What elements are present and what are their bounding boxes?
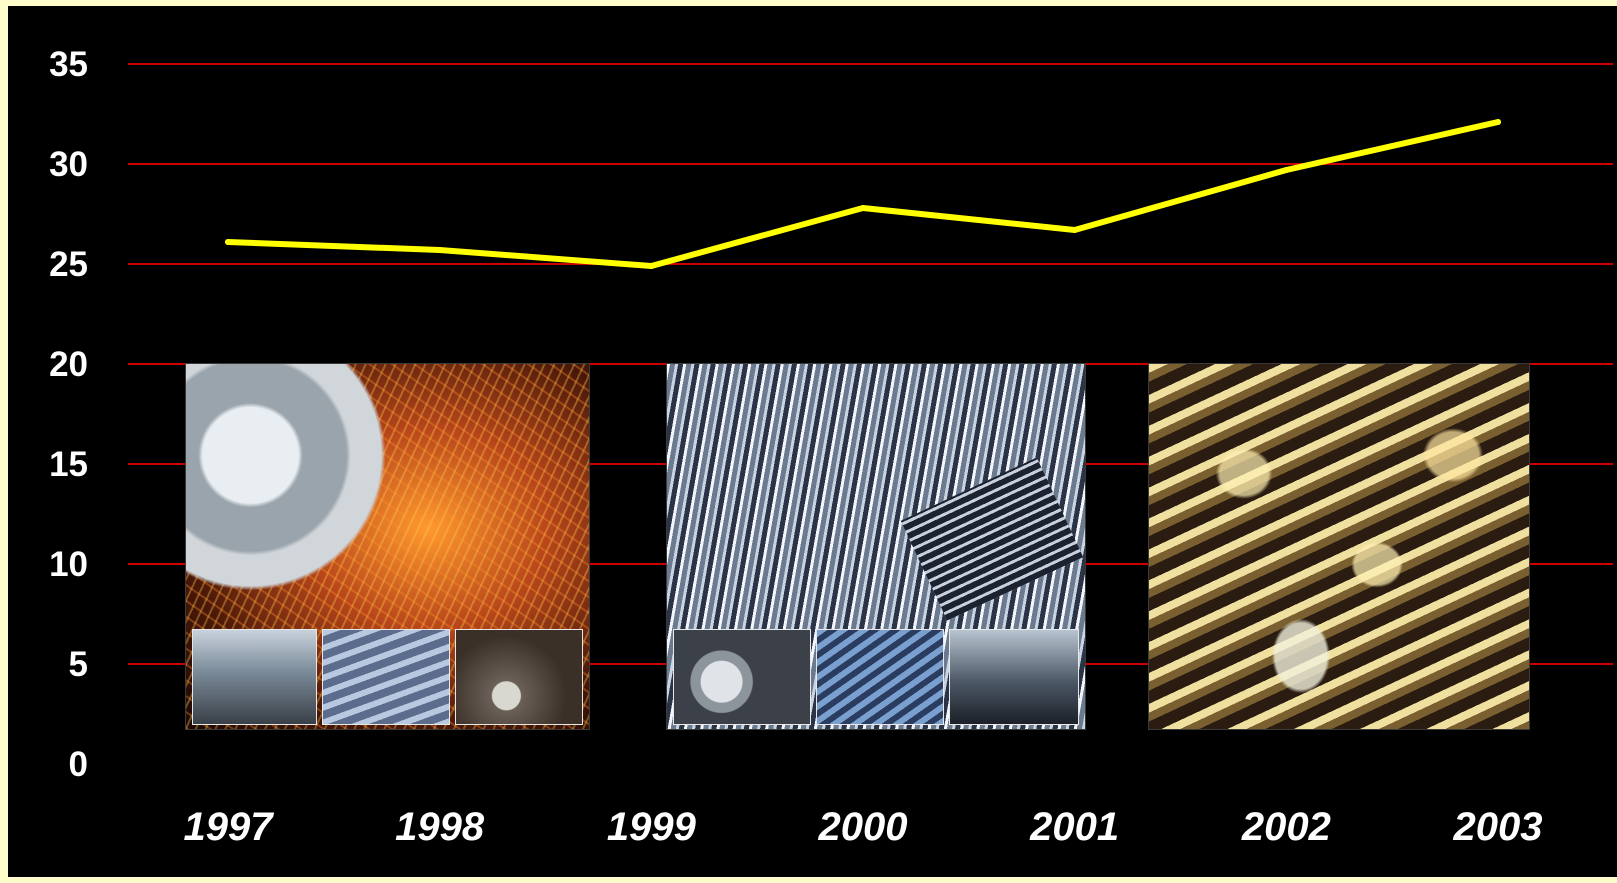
steel-pipes-photo bbox=[666, 363, 1086, 730]
steel-sheets-thumb bbox=[322, 629, 450, 725]
coil-machine-thumb bbox=[673, 629, 811, 725]
y-tick-label: 15 bbox=[49, 445, 88, 484]
coil-storage-thumb bbox=[949, 629, 1079, 725]
y-tick-label: 25 bbox=[49, 245, 88, 284]
y-tick-label: 30 bbox=[49, 145, 88, 184]
x-tick-label: 2001 bbox=[1029, 805, 1119, 849]
y-tick-label: 5 bbox=[69, 645, 88, 684]
x-tick-label: 2002 bbox=[1241, 805, 1331, 849]
x-tick-label: 2000 bbox=[818, 805, 908, 849]
y-tick-label: 20 bbox=[49, 345, 88, 384]
x-axis-tick-labels: 1997 1998 1999 2000 2001 2002 2003 bbox=[184, 805, 1543, 849]
factory-machinery-thumb bbox=[455, 629, 583, 725]
chart-area: 0 5 10 15 20 25 30 35 1997 1998 1999 2000 2001 2002 2… bbox=[8, 6, 1617, 877]
square-tubes-bundle bbox=[900, 457, 1084, 621]
x-tick-label: 2003 bbox=[1453, 805, 1543, 849]
warehouse-interior-thumb bbox=[192, 629, 317, 725]
y-tick-label: 35 bbox=[49, 45, 88, 84]
roll-forming-thumb bbox=[816, 629, 944, 725]
steel-coils-warehouse-photo bbox=[1148, 363, 1530, 730]
y-axis-tick-labels: 0 5 10 15 20 25 30 35 bbox=[49, 45, 88, 784]
x-tick-label: 1997 bbox=[184, 805, 275, 849]
x-tick-label: 1998 bbox=[395, 805, 485, 849]
x-tick-label: 1999 bbox=[607, 805, 697, 849]
steel-coil-sparks-photo bbox=[185, 363, 590, 730]
y-tick-label: 10 bbox=[49, 545, 88, 584]
y-tick-label: 0 bbox=[69, 745, 88, 784]
